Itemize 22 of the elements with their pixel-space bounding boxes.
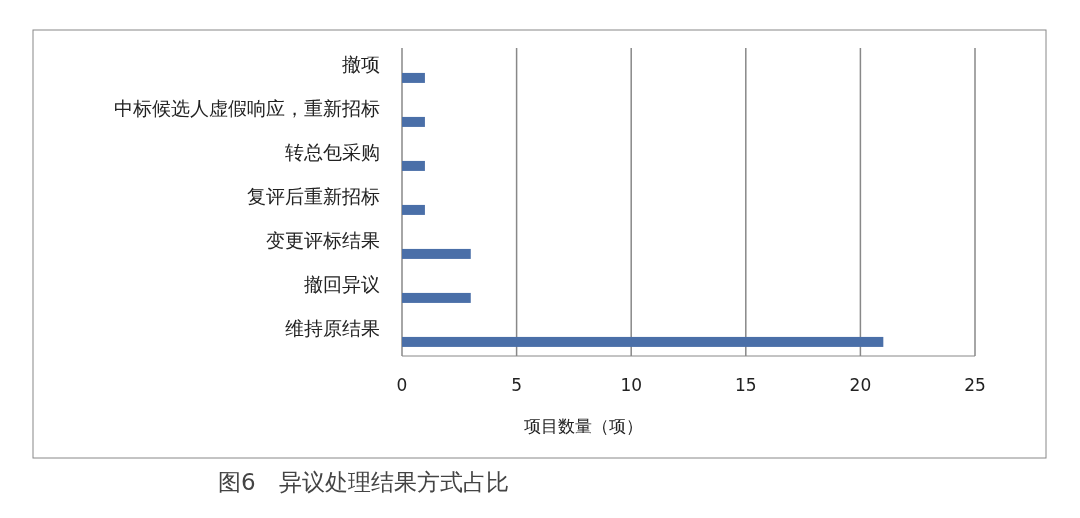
bar (402, 204, 425, 215)
x-tick-label: 0 (396, 375, 408, 395)
bar (402, 248, 471, 259)
caption: 图6 异议处理结果方式占比 (218, 469, 509, 495)
y-tick-label: 中标候选人虚假响应，重新招标 (114, 97, 380, 120)
bar (402, 336, 884, 347)
bar (402, 116, 425, 127)
y-tick-label: 撤回异议 (304, 273, 380, 296)
x-tick-label: 10 (620, 375, 643, 395)
y-tick-label: 变更评标结果 (266, 229, 380, 252)
y-tick-label: 维持原结果 (285, 317, 380, 340)
x-tick-label: 15 (734, 375, 757, 395)
x-axis-title: 项目数量（项） (524, 416, 643, 436)
bar (402, 72, 425, 83)
y-tick-label: 撤项 (342, 53, 380, 76)
y-tick-label: 复评后重新招标 (247, 185, 380, 208)
x-tick-label: 25 (964, 375, 986, 395)
bar (402, 160, 425, 171)
x-tick-label: 5 (511, 375, 523, 395)
bar (402, 292, 471, 303)
x-tick-label: 20 (849, 375, 872, 395)
y-tick-label: 转总包采购 (285, 141, 380, 164)
